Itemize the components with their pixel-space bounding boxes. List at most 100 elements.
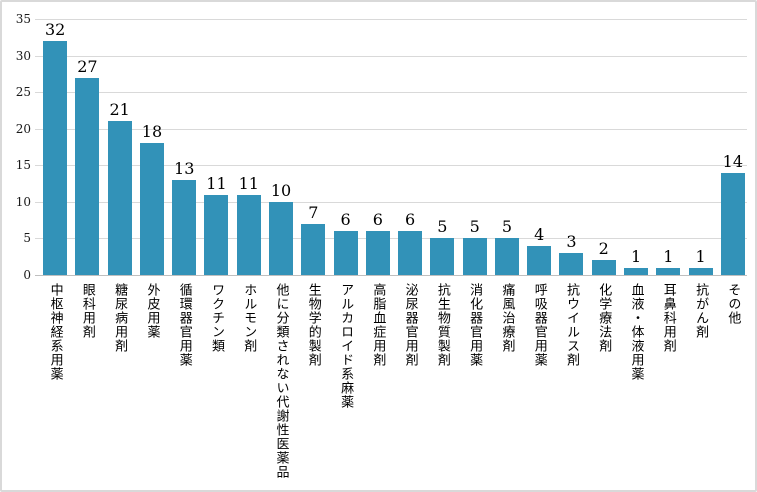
bar-value-label: 5: [437, 217, 448, 237]
bar: [365, 231, 390, 275]
gridline: [35, 92, 747, 94]
bar-value-label: 1: [663, 246, 674, 266]
x-axis-category-label: 抗生物質製剤: [434, 283, 450, 367]
bar: [656, 267, 681, 275]
bar-value-label: 5: [501, 217, 513, 237]
bar: [559, 253, 584, 275]
y-axis-tick-label: 5: [23, 231, 31, 246]
y-axis-tick-label: 0: [23, 268, 31, 282]
bar: [430, 238, 455, 275]
bar-column: 1 抗がん剤: [684, 2, 716, 339]
bar-value-label: 14: [722, 151, 744, 171]
bar-value-label: 7: [308, 202, 319, 222]
y-axis-tick-label: 20: [15, 121, 31, 136]
bar-column: 6 アルカロイド系麻薬: [329, 2, 361, 409]
bar: [591, 260, 616, 275]
bar: [333, 231, 358, 275]
bar-column: 5 痛風治療剤: [491, 2, 523, 353]
bar-value-label: 4: [534, 224, 545, 244]
x-axis-category-label: 痛風治療剤: [499, 283, 515, 353]
bar-value-label: 1: [695, 246, 706, 266]
bar-column: 32 中枢神経系用薬: [39, 2, 71, 381]
bar-column: 5 抗生物質製剤: [426, 2, 458, 367]
bar-column: 5 消化器官用薬: [459, 2, 491, 367]
x-axis-category-label: 外皮用薬: [144, 283, 160, 339]
bar: [462, 238, 487, 275]
x-axis-line: [35, 275, 747, 276]
x-axis-category-label: 生物学的製剤: [305, 283, 321, 367]
x-axis-category-label: 抗がん剤: [693, 283, 709, 339]
bar-column: 27 眼科用剤: [71, 2, 103, 339]
bar-column: 11 ホルモン剤: [233, 2, 265, 353]
bar-value-label: 2: [598, 239, 609, 259]
bar-column: 6 泌尿器官用剤: [394, 2, 426, 367]
plot-area: 32 中枢神経系用薬 27 眼科用剤 21 糖尿病用剤 18 外皮用薬 13 循環器官用薬 11 ワク…: [39, 2, 749, 479]
bar-value-label: 3: [566, 232, 577, 252]
bar: [236, 194, 261, 275]
bar-column: 14 その他: [717, 2, 749, 325]
y-axis-labels: 0 5 10 15 20 25 30 35: [2, 2, 31, 490]
x-axis-category-label: 眼科用剤: [79, 283, 95, 339]
bar-column: 2 化学療法剤: [588, 2, 620, 353]
bar: [269, 201, 294, 275]
x-axis-category-label: 呼吸器官用薬: [531, 283, 547, 367]
x-axis-category-label: 糖尿病用剤: [112, 283, 128, 353]
bar-value-label: 6: [340, 210, 351, 230]
x-axis-category-label: アルカロイド系麻薬: [338, 283, 354, 409]
bar-column: 6 高脂血症用剤: [362, 2, 394, 367]
x-axis-category-label: 抗ウイルス剤: [563, 283, 579, 367]
x-axis-category-label: 血液・体液用薬: [628, 283, 644, 381]
bar-value-label: 6: [405, 210, 416, 230]
y-axis-tick-label: 25: [15, 85, 31, 100]
bar: [527, 245, 552, 275]
bar: [43, 40, 68, 275]
bar-value-label: 11: [206, 173, 227, 193]
bar-column: 7 生物学的製剤: [297, 2, 329, 367]
bar-column: 4 呼吸器官用薬: [523, 2, 555, 367]
bar: [494, 238, 519, 275]
x-axis-category-label: 消化器官用薬: [467, 283, 483, 367]
bar-column: 13 循環器官用薬: [168, 2, 200, 367]
bar-column: 21 糖尿病用剤: [104, 2, 136, 353]
y-axis-tick-label: 30: [15, 48, 31, 63]
bar-value-label: 21: [109, 100, 130, 120]
bar: [107, 121, 132, 275]
y-axis-tick-label: 35: [15, 12, 31, 26]
bar-value-label: 18: [141, 122, 163, 142]
bar-column: 10 他に分類されない代謝性医薬品: [265, 2, 297, 479]
bar: [172, 179, 197, 275]
y-axis-tick-label: 10: [15, 194, 31, 209]
bar-value-label: 5: [469, 217, 480, 237]
bar: [139, 143, 164, 275]
gridline: [35, 55, 747, 57]
bar: [720, 172, 745, 275]
bar-column: 3 抗ウイルス剤: [555, 2, 587, 367]
x-axis-category-label: 中枢神経系用薬: [47, 283, 63, 381]
x-axis-category-label: ホルモン剤: [241, 283, 257, 353]
bar-column: 1 耳鼻科用剤: [652, 2, 684, 353]
x-axis-category-label: その他: [725, 283, 741, 325]
x-axis-category-label: 循環器官用薬: [176, 283, 192, 367]
bar-value-label: 32: [44, 19, 66, 39]
bar-value-label: 1: [630, 246, 642, 266]
bar-column: 11 ワクチン類: [200, 2, 232, 353]
bar: [301, 223, 326, 275]
bar-value-label: 27: [77, 56, 98, 76]
bar: [624, 267, 649, 275]
x-axis-category-label: 耳鼻科用剤: [660, 283, 676, 353]
gridline: [35, 238, 747, 240]
bar: [204, 194, 229, 275]
bar: [398, 231, 423, 275]
bar-value-label: 10: [270, 180, 292, 200]
bar-value-label: 11: [238, 173, 259, 193]
x-axis-category-label: 泌尿器官用剤: [402, 283, 418, 367]
bar: [75, 77, 100, 275]
bar-value-label: 13: [174, 158, 195, 178]
gridline: [35, 201, 747, 203]
gridline: [35, 165, 747, 167]
bar-column: 1 血液・体液用薬: [620, 2, 652, 381]
gridline: [35, 19, 747, 20]
x-axis-category-label: ワクチン類: [208, 283, 224, 353]
